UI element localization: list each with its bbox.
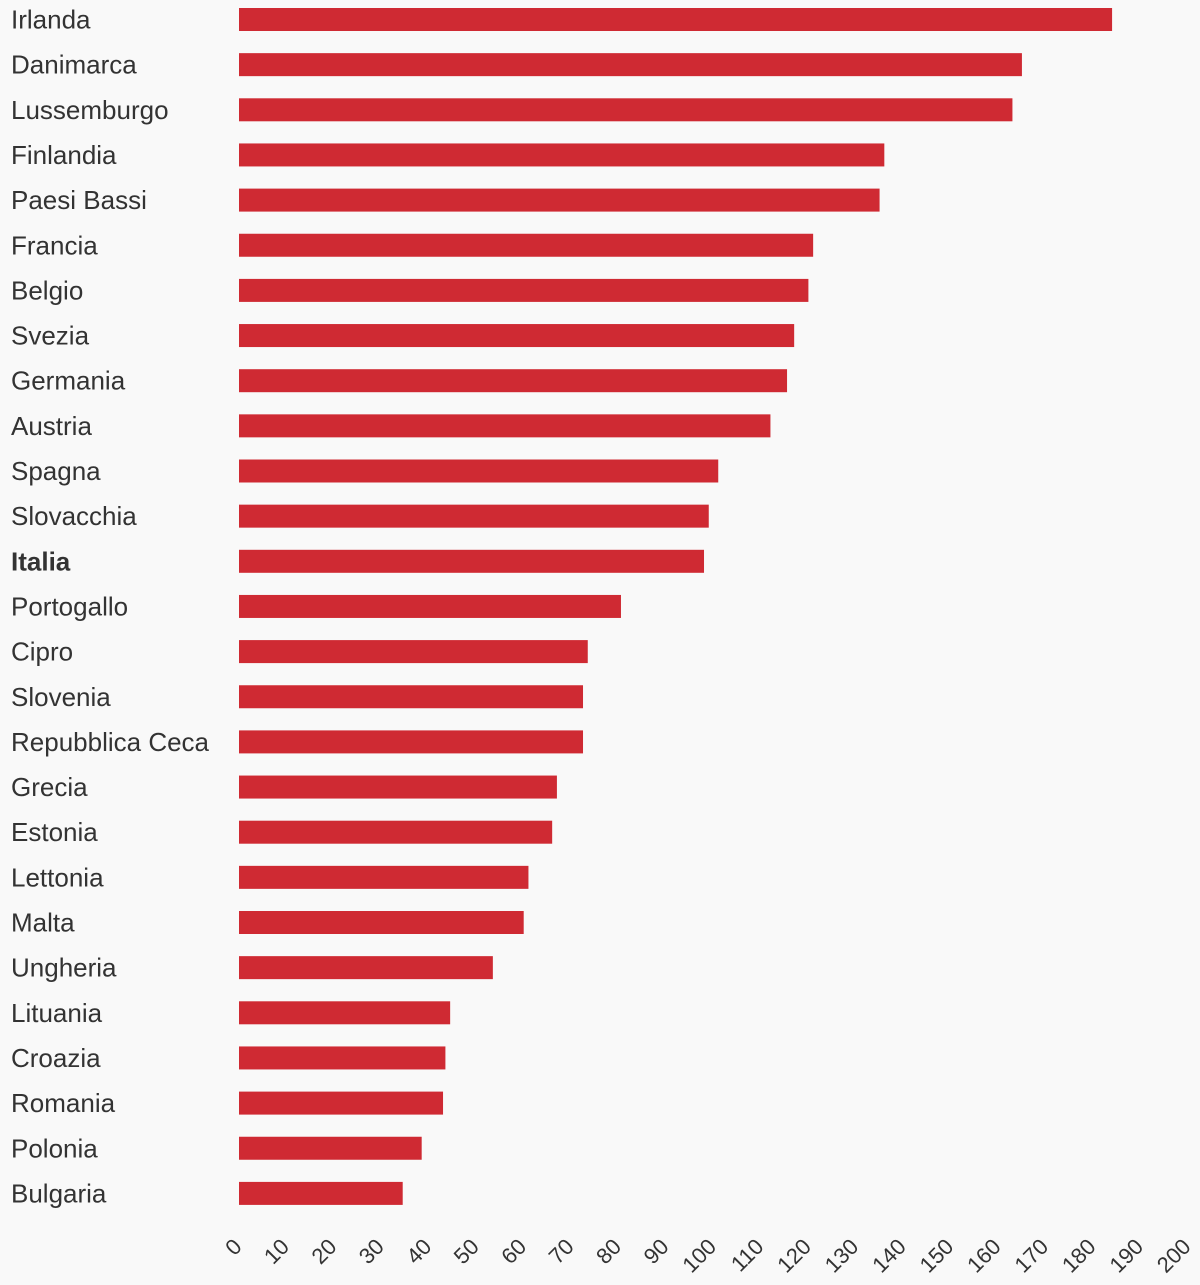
bar-austria bbox=[239, 414, 771, 438]
bar-romania bbox=[239, 1091, 444, 1115]
category-label-portogallo: Portogallo bbox=[11, 591, 128, 621]
x-tick-label-120: 120 bbox=[772, 1234, 816, 1278]
category-label-svezia: Svezia bbox=[11, 321, 90, 351]
category-label-lettonia: Lettonia bbox=[11, 862, 104, 892]
x-tick-label-50: 50 bbox=[449, 1234, 484, 1269]
x-tick-label-190: 190 bbox=[1104, 1234, 1148, 1278]
category-label-italia: Italia bbox=[11, 546, 71, 576]
bar-spagna bbox=[239, 459, 719, 483]
bar-portogallo bbox=[239, 594, 621, 618]
category-label-francia: Francia bbox=[11, 230, 98, 260]
category-label-polonia: Polonia bbox=[11, 1133, 98, 1163]
x-tick-label-140: 140 bbox=[867, 1234, 911, 1278]
x-tick-label-80: 80 bbox=[591, 1234, 626, 1269]
category-label-paesi-bassi: Paesi Bassi bbox=[11, 185, 147, 215]
x-tick-label-60: 60 bbox=[496, 1234, 531, 1269]
category-label-ungheria: Ungheria bbox=[11, 953, 117, 983]
bar-slovenia bbox=[239, 685, 584, 709]
x-tick-label-20: 20 bbox=[306, 1234, 341, 1269]
bar-lettonia bbox=[239, 865, 529, 889]
bar-belgio bbox=[239, 278, 809, 302]
x-tick-label-90: 90 bbox=[639, 1234, 674, 1269]
category-label-estonia: Estonia bbox=[11, 817, 98, 847]
bar-danimarca bbox=[239, 53, 1022, 77]
bar-grecia bbox=[239, 775, 557, 799]
category-label-slovenia: Slovenia bbox=[11, 682, 111, 712]
category-label-finlandia: Finlandia bbox=[11, 140, 117, 170]
x-tick-label-110: 110 bbox=[726, 1234, 768, 1276]
category-label-austria: Austria bbox=[11, 411, 92, 441]
category-label-croazia: Croazia bbox=[11, 1043, 101, 1073]
bar-lussemburgo bbox=[239, 98, 1013, 122]
bar-paesi-bassi bbox=[239, 188, 880, 212]
category-label-belgio: Belgio bbox=[11, 275, 83, 305]
x-tick-label-0: 0 bbox=[220, 1234, 246, 1260]
x-tick-label-100: 100 bbox=[677, 1234, 721, 1278]
bar-ungheria bbox=[239, 956, 493, 980]
bar-slovacchia bbox=[239, 504, 709, 528]
bar-malta bbox=[239, 911, 524, 934]
x-tick-label-40: 40 bbox=[401, 1234, 436, 1269]
x-tick-label-130: 130 bbox=[820, 1234, 864, 1278]
bar-cipro bbox=[239, 640, 588, 664]
x-tick-label-150: 150 bbox=[915, 1234, 959, 1278]
bar-croazia bbox=[239, 1046, 446, 1070]
category-label-danimarca: Danimarca bbox=[11, 50, 137, 80]
category-label-irlanda: Irlanda bbox=[11, 5, 91, 35]
x-tick-label-170: 170 bbox=[1010, 1234, 1054, 1278]
bar-lituania bbox=[239, 1001, 451, 1025]
bar-finlandia bbox=[239, 143, 885, 167]
bar-germania bbox=[239, 369, 788, 393]
category-label-cipro: Cipro bbox=[11, 637, 73, 667]
x-tick-labels: 0 10 20 30 40 50 60 70 80 90 100 110 120 130 140 150 160… bbox=[220, 1234, 1195, 1278]
bar-estonia bbox=[239, 820, 553, 844]
bar-bulgaria bbox=[239, 1181, 403, 1205]
bar-repubblica-ceca bbox=[239, 730, 584, 754]
bar-svezia bbox=[239, 324, 795, 348]
category-label-germania: Germania bbox=[11, 366, 126, 396]
x-tick-label-180: 180 bbox=[1057, 1234, 1101, 1278]
x-tick-label-10: 10 bbox=[259, 1234, 294, 1269]
category-label-bulgaria: Bulgaria bbox=[11, 1178, 107, 1208]
x-tick-label-200: 200 bbox=[1152, 1234, 1196, 1278]
category-label-grecia: Grecia bbox=[11, 772, 88, 802]
category-label-repubblica-ceca: Repubblica Ceca bbox=[11, 727, 210, 757]
category-label-romania: Romania bbox=[11, 1088, 116, 1118]
x-tick-label-30: 30 bbox=[354, 1234, 389, 1269]
bar-polonia bbox=[239, 1136, 422, 1160]
bars-group bbox=[239, 8, 1113, 1205]
category-label-lussemburgo: Lussemburgo bbox=[11, 95, 169, 125]
bar-irlanda bbox=[239, 8, 1113, 31]
category-label-slovacchia: Slovacchia bbox=[11, 501, 137, 531]
bar-italia bbox=[239, 549, 705, 573]
x-tick-label-70: 70 bbox=[544, 1234, 579, 1269]
category-label-lituania: Lituania bbox=[11, 998, 103, 1028]
category-label-spagna: Spagna bbox=[11, 456, 101, 486]
x-tick-label-160: 160 bbox=[962, 1234, 1006, 1278]
category-label-malta: Malta bbox=[11, 908, 75, 938]
category-labels: Irlanda Danimarca Lussemburgo Finlandia Paes… bbox=[11, 5, 210, 1209]
bar-francia bbox=[239, 233, 814, 257]
